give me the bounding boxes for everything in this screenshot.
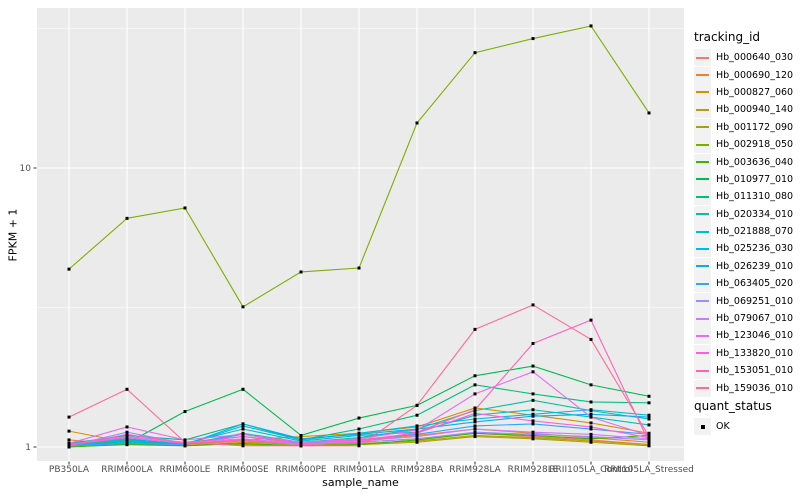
legend-label: Hb_079067_010 xyxy=(716,313,794,325)
y-tick-labels: 1 10 xyxy=(20,164,32,453)
legend-quant-title: quant_status xyxy=(694,399,772,413)
legend-label: Hb_021888_070 xyxy=(716,226,794,238)
legend-label: Hb_000827_060 xyxy=(716,86,794,98)
legend-label: Hb_153051_010 xyxy=(716,365,794,377)
legend-item: Hb_002918_050 xyxy=(694,136,794,154)
legend-item: Hb_025236_030 xyxy=(694,240,794,258)
legend-key-line-icon xyxy=(694,257,711,275)
panel-background xyxy=(37,8,684,461)
legend-item: Hb_133820_010 xyxy=(694,344,794,362)
legend-key-line-icon xyxy=(694,205,711,223)
legend-item: Hb_159036_010 xyxy=(694,379,794,397)
svg-text:RRIM901LA: RRIM901LA xyxy=(333,465,385,475)
legend-item: Hb_000827_060 xyxy=(694,83,794,101)
ok-square-icon xyxy=(694,418,711,436)
data-points xyxy=(67,24,651,449)
legend-key-line-icon xyxy=(694,188,711,206)
svg-text:RRII105LA_Control: RRII105LA_Control xyxy=(549,465,632,475)
legend-label: Hb_002918_050 xyxy=(716,139,794,151)
legend-item: Hb_011310_080 xyxy=(694,188,794,206)
legend-label: OK xyxy=(716,421,730,433)
legend-item: Hb_000690_120 xyxy=(694,66,794,84)
svg-text:RRIM928LA: RRIM928LA xyxy=(449,465,501,475)
legend-label: Hb_003636_040 xyxy=(716,156,794,168)
legend-tracking-id: tracking_id Hb_000640_030 Hb_000690_120 Hb… xyxy=(694,30,793,397)
svg-text:RRII105LA_Stressed: RRII105LA_Stressed xyxy=(604,465,694,475)
legend-item: Hb_123046_010 xyxy=(694,327,794,345)
legend-label: Hb_011310_080 xyxy=(716,191,794,203)
legend-label: Hb_063405_020 xyxy=(716,278,794,290)
legend-key-line-icon xyxy=(694,83,711,101)
legend-key-line-icon xyxy=(694,66,711,84)
legend-label: Hb_001172_090 xyxy=(716,121,794,133)
axis-tick-marks xyxy=(33,167,650,465)
legend-key-line-icon xyxy=(694,101,711,119)
svg-text:RRIM600LA: RRIM600LA xyxy=(101,465,153,475)
y-axis-title: FPKM + 1 xyxy=(6,208,20,262)
svg-text:10: 10 xyxy=(20,164,32,174)
legend-key-line-icon xyxy=(694,136,711,154)
legend-quant-status: quant_status OK xyxy=(694,399,772,436)
legend-item: Hb_000640_030 xyxy=(694,49,794,67)
legend-key-line-icon xyxy=(694,292,711,310)
legend-label: Hb_020334_010 xyxy=(716,208,794,220)
legend-item: Hb_020334_010 xyxy=(694,205,794,223)
legend-key-line-icon xyxy=(694,344,711,362)
legend-item: Hb_003636_040 xyxy=(694,153,794,171)
legend-item-list: Hb_000640_030 Hb_000690_120 Hb_000827_060 H… xyxy=(694,49,793,397)
legend-label: Hb_000640_030 xyxy=(716,52,794,64)
legend-key-line-icon xyxy=(694,49,711,67)
legend-label: Hb_010977_010 xyxy=(716,173,794,185)
legend-item-ok: OK xyxy=(694,418,772,436)
legend-item: Hb_063405_020 xyxy=(694,275,794,293)
legend-label: Hb_133820_010 xyxy=(716,347,794,359)
legend-item: Hb_079067_010 xyxy=(694,310,794,328)
legend-key-line-icon xyxy=(694,379,711,397)
legend-key-line-icon xyxy=(694,170,711,188)
legend-label: Hb_026239_010 xyxy=(716,260,794,272)
legend-label: Hb_159036_010 xyxy=(716,382,794,394)
legend-item: Hb_021888_070 xyxy=(694,223,794,241)
legend-item: Hb_010977_010 xyxy=(694,170,794,188)
legend-item: Hb_069251_010 xyxy=(694,292,794,310)
legend-label: Hb_000690_120 xyxy=(716,69,794,81)
svg-text:1: 1 xyxy=(25,443,31,453)
legend-label: Hb_123046_010 xyxy=(716,330,794,342)
legend-key-line-icon xyxy=(694,153,711,171)
svg-text:RRIM600LE: RRIM600LE xyxy=(160,465,211,475)
svg-text:RRIM928LE: RRIM928LE xyxy=(508,465,559,475)
x-tick-labels: PB350LA RRIM600LA RRIM600LE RRIM600SE RRIM60… xyxy=(49,465,694,475)
legend-key-line-icon xyxy=(694,310,711,328)
legend-key-line-icon xyxy=(694,240,711,258)
legend-item: Hb_026239_010 xyxy=(694,257,794,275)
legend-label: Hb_000940_140 xyxy=(716,104,794,116)
gridlines-minor xyxy=(37,28,684,308)
svg-text:PB350LA: PB350LA xyxy=(49,465,90,475)
legend-tracking-title: tracking_id xyxy=(694,30,761,44)
legend-item: Hb_000940_140 xyxy=(694,101,794,119)
x-axis-title: sample_name xyxy=(322,476,399,489)
legend-item: Hb_153051_010 xyxy=(694,362,794,380)
legend-key-line-icon xyxy=(694,362,711,380)
svg-text:RRIM600SE: RRIM600SE xyxy=(217,465,269,475)
legend-item: Hb_001172_090 xyxy=(694,118,794,136)
legend-key-line-icon xyxy=(694,118,711,136)
legend-key-line-icon xyxy=(694,223,711,241)
legend-label: Hb_025236_030 xyxy=(716,243,794,255)
legend-key-line-icon xyxy=(694,275,711,293)
legend-key-line-icon xyxy=(694,327,711,345)
svg-text:RRIM928BA: RRIM928BA xyxy=(391,465,444,475)
legend-label: Hb_069251_010 xyxy=(716,295,794,307)
svg-text:RRIM600PE: RRIM600PE xyxy=(275,465,327,475)
